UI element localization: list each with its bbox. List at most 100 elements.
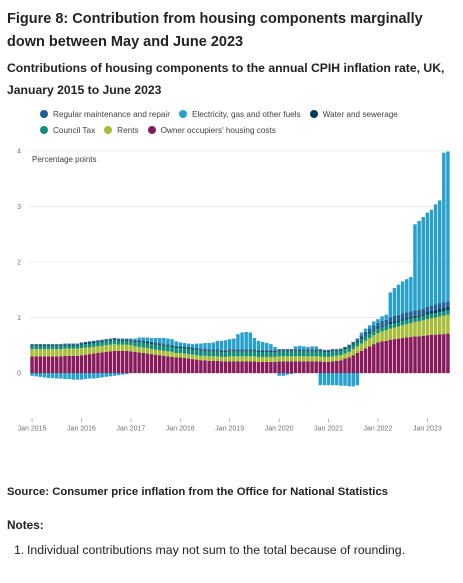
bar-segment (174, 345, 178, 347)
bar-segment (112, 339, 117, 341)
bar-segment (335, 349, 339, 351)
bar-segment (367, 338, 372, 347)
bar-segment (347, 347, 351, 352)
bar-segment (409, 323, 413, 337)
bar-segment (293, 351, 298, 357)
bar-segment (125, 339, 129, 341)
bar-segment (396, 284, 401, 315)
bar-segment (100, 341, 104, 346)
bar-segment (351, 349, 355, 356)
bar-segment (186, 343, 191, 347)
bar-segment (400, 325, 405, 339)
bar-segment (236, 349, 240, 351)
bar-segment (190, 347, 195, 349)
bar-segment (199, 355, 203, 361)
bar-segment (306, 346, 310, 350)
bar-segment (92, 346, 96, 354)
bar-segment (55, 344, 59, 346)
bar-segment (269, 361, 273, 373)
bar-segment (108, 344, 113, 352)
bar-segment (442, 302, 446, 309)
bar-segment (343, 348, 347, 350)
bar-segment (248, 350, 253, 352)
bar-segment (137, 341, 141, 347)
y-tick-label: 3 (17, 204, 21, 211)
bar-segment (199, 343, 203, 349)
bar-segment (396, 326, 401, 339)
bar-segment (50, 346, 55, 350)
bar-segment (256, 356, 261, 362)
bar-segment (285, 373, 290, 375)
bar-segment (87, 341, 92, 343)
bar-segment (46, 344, 51, 346)
bar-segment (125, 373, 129, 375)
bar-segment (400, 338, 405, 373)
bar-segment (314, 361, 318, 373)
bar-segment (211, 351, 215, 357)
bar-segment (116, 344, 121, 351)
bar-segment (359, 338, 364, 340)
bar-segment (42, 373, 47, 378)
bar-segment (306, 356, 310, 362)
bar-segment (306, 349, 310, 351)
bar-segment (166, 351, 170, 357)
bar-segment (34, 345, 38, 347)
bar-segment (215, 351, 220, 357)
bar-segment (285, 349, 290, 351)
bar-segment (104, 351, 108, 373)
bar-segment (384, 340, 388, 373)
bar-segment (83, 343, 88, 345)
bar-segment (104, 341, 108, 346)
bar-segment (265, 356, 269, 362)
bar-segment (141, 341, 145, 343)
bar-segment (30, 349, 34, 357)
bar-segment (236, 350, 240, 352)
bar-segment (34, 344, 38, 346)
bar-segment (269, 349, 273, 351)
bar-segment (417, 309, 421, 316)
bar-segment (285, 361, 290, 373)
bar-segment (363, 340, 368, 349)
bar-segment (211, 342, 215, 350)
bar-segment (38, 373, 43, 377)
note-text: Individual contributions may not sum to … (27, 543, 406, 557)
bar-segment (442, 308, 446, 312)
bar-segment (141, 347, 145, 354)
bar-segment (190, 349, 195, 355)
bar-segment (396, 321, 401, 327)
bar-series (30, 151, 450, 387)
bar-segment (351, 341, 355, 344)
bar-segment (376, 327, 380, 329)
bar-segment (302, 349, 306, 351)
bar-segment (355, 340, 360, 342)
bar-segment (376, 319, 380, 324)
bar-segment (417, 316, 421, 322)
bar-segment (83, 354, 88, 373)
bar-segment (335, 351, 339, 356)
bar-segment (273, 346, 277, 350)
bar-segment (211, 360, 215, 373)
bar-segment (265, 349, 269, 351)
bar-segment (392, 323, 397, 328)
bar-segment (153, 338, 158, 343)
bar-segment (359, 332, 364, 336)
bar-segment (302, 346, 306, 350)
y-tick-label: 4 (17, 149, 21, 156)
bar-segment (116, 350, 121, 373)
legend-row: Regular maintenance and repair Electrici… (40, 106, 455, 122)
bar-segment (314, 350, 318, 352)
bar-segment (38, 346, 43, 350)
bar-segment (104, 345, 108, 352)
bar-segment (120, 350, 125, 373)
bar-segment (227, 356, 232, 362)
bar-segment (277, 373, 281, 376)
bar-segment (244, 350, 248, 352)
bar-segment (190, 344, 195, 348)
bar-segment (71, 344, 75, 346)
bar-segment (281, 361, 285, 373)
bar-segment (38, 356, 43, 373)
bar-segment (252, 338, 257, 350)
bar-segment (63, 343, 67, 345)
bar-segment (108, 338, 113, 340)
bar-segment (413, 224, 417, 311)
